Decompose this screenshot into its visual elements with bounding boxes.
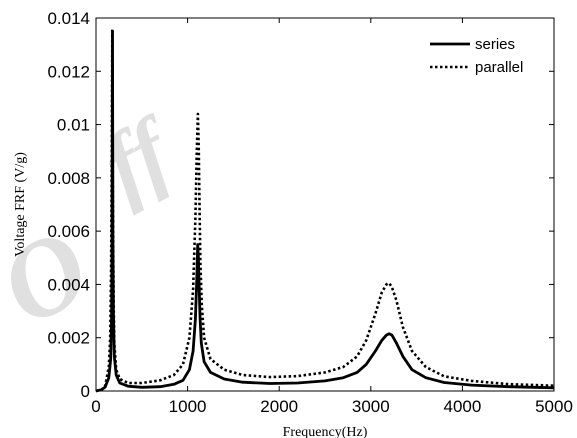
y-tick-label: 0.012: [47, 62, 90, 81]
series-lines: [95, 27, 555, 393]
y-tick-label: 0: [81, 382, 90, 401]
x-axis: 0 1000 2000 3000 4000 5000: [91, 18, 573, 416]
y-tick-label: 0.008: [47, 169, 90, 188]
plot-area: 0 1000 2000 3000 4000 5000 0 0.002 0.004 0.006 0.…: [47, 9, 572, 416]
y-tick-label: 0.01: [57, 116, 90, 135]
x-axis-label: Frequency(Hz): [283, 425, 368, 438]
legend-label-parallel: parallel: [475, 59, 523, 76]
legend: series parallel: [430, 36, 523, 76]
x-tick-label: 3000: [352, 397, 390, 416]
x-tick-label: 1000: [169, 397, 207, 416]
x-tick-label: 4000: [443, 397, 481, 416]
y-tick-label: 0.006: [47, 222, 90, 241]
y-tick-label: 0.004: [47, 275, 90, 294]
y-tick-label: 0.014: [47, 9, 90, 28]
x-tick-label: 2000: [260, 397, 298, 416]
x-tick-label: 5000: [535, 397, 573, 416]
series-line-series: [95, 29, 555, 393]
y-axis: 0 0.002 0.004 0.006 0.008 0.01 0.012 0.014: [47, 9, 554, 401]
legend-label-series: series: [475, 36, 515, 53]
y-tick-label: 0.002: [47, 329, 90, 348]
x-tick-label: 0: [91, 397, 100, 416]
plot-frame: [95, 17, 555, 392]
series-line-parallel: [95, 27, 555, 393]
y-axis-label: Voltage FRF (V/g): [13, 152, 28, 257]
svg-text:ff: ff: [88, 98, 193, 217]
